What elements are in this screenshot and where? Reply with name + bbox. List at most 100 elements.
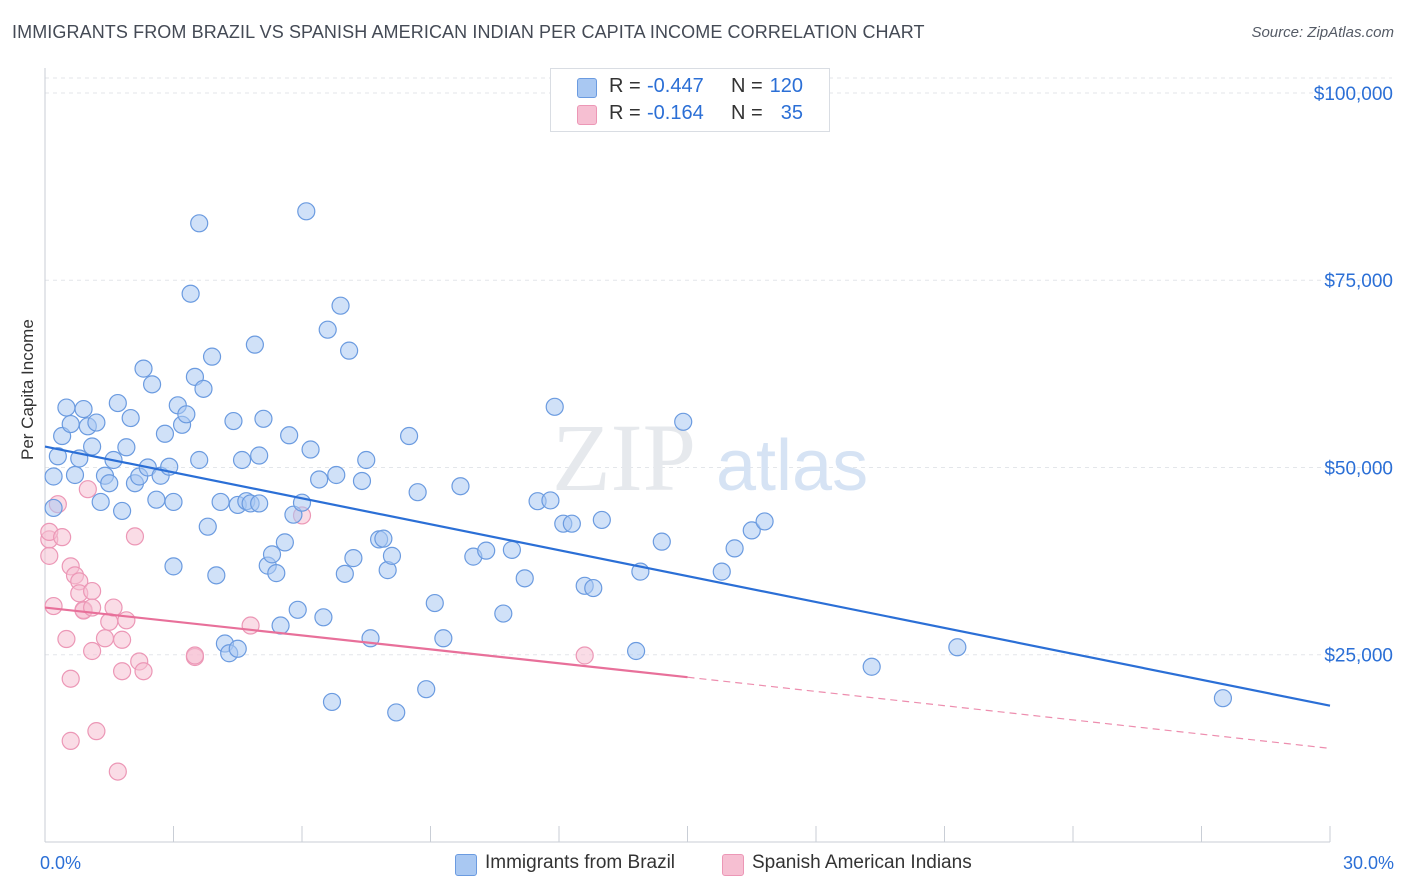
data-point-immigrants-from-brazil: [228, 639, 247, 658]
data-point-spanish-american-indians: [83, 581, 102, 601]
legend-row-spanish-american-indians: R = -0.164 N = 35: [551, 102, 829, 128]
data-point-immigrants-from-brazil: [712, 562, 731, 581]
legend-swatch-spanish-american-indians: [577, 105, 597, 125]
r-value: -0.447: [647, 75, 704, 97]
data-point-spanish-american-indians: [95, 629, 115, 648]
data-point-immigrants-from-brazil: [48, 447, 67, 466]
legend-swatch-spanish-american-indians: [722, 854, 744, 876]
legend-swatch-brazil: [577, 78, 597, 98]
data-point-immigrants-from-brazil: [948, 638, 967, 657]
x-tick-min: 0.0%: [40, 853, 82, 873]
data-point-immigrants-from-brazil: [494, 604, 513, 623]
watermark-atlas: atlas: [716, 426, 868, 506]
data-point-immigrants-from-brazil: [318, 320, 337, 339]
source-label: Source: ZipAtlas.com: [1251, 24, 1394, 41]
data-point-immigrants-from-brazil: [164, 557, 183, 576]
data-point-spanish-american-indians: [108, 762, 127, 781]
data-point-immigrants-from-brazil: [327, 465, 346, 485]
data-point-immigrants-from-brazil: [87, 413, 106, 432]
data-point-immigrants-from-brazil: [61, 414, 80, 434]
data-point-spanish-american-indians: [185, 646, 205, 665]
n-label: N =: [731, 102, 763, 124]
data-point-spanish-american-indians: [575, 646, 594, 665]
data-point-immigrants-from-brazil: [121, 408, 140, 428]
trend-line-extension-spanish-american-indians: [687, 676, 1331, 749]
data-point-immigrants-from-brazil: [425, 593, 444, 613]
data-point-immigrants-from-brazil: [340, 341, 359, 360]
data-point-immigrants-from-brazil: [725, 539, 744, 558]
data-point-immigrants-from-brazil: [164, 492, 183, 512]
data-point-immigrants-from-brazil: [288, 600, 307, 619]
data-point-immigrants-from-brazil: [112, 501, 132, 521]
data-point-immigrants-from-brazil: [44, 498, 63, 518]
data-point-immigrants-from-brazil: [352, 471, 372, 491]
data-point-spanish-american-indians: [117, 611, 136, 630]
trend-lines: [44, 445, 1331, 749]
data-point-immigrants-from-brazil: [190, 450, 209, 470]
y-axis-label: Per Capita Income: [18, 319, 37, 460]
x-tick-max: 30.0%: [1342, 853, 1394, 873]
series-legend: Immigrants from Brazil Spanish American …: [0, 852, 1406, 878]
data-point-immigrants-from-brazil: [626, 641, 646, 661]
data-point-immigrants-from-brazil: [374, 529, 393, 548]
data-point-spanish-american-indians: [61, 731, 80, 750]
data-point-immigrants-from-brazil: [742, 521, 761, 540]
data-point-immigrants-from-brazil: [335, 564, 354, 583]
data-point-immigrants-from-brazil: [142, 375, 162, 394]
y-tick-labels: $25,000 $50,000 $75,000 $100,000: [1314, 84, 1393, 667]
data-point-immigrants-from-brazil: [65, 465, 85, 485]
data-point-spanish-american-indians: [61, 669, 80, 688]
data-point-immigrants-from-brazil: [382, 546, 402, 565]
series-spanish-american-indians: [40, 480, 594, 781]
data-point-immigrants-from-brazil: [83, 437, 102, 456]
data-point-immigrants-from-brazil: [562, 514, 581, 533]
data-point-immigrants-from-brazil: [280, 426, 299, 445]
data-point-immigrants-from-brazil: [541, 491, 560, 510]
data-point-immigrants-from-brazil: [674, 412, 693, 431]
data-point-immigrants-from-brazil: [262, 545, 282, 564]
data-point-spanish-american-indians: [83, 641, 102, 661]
y-tick-label: $25,000: [1324, 646, 1393, 667]
data-point-spanish-american-indians: [78, 480, 97, 499]
data-point-immigrants-from-brazil: [417, 680, 436, 699]
data-point-immigrants-from-brazil: [477, 541, 496, 560]
data-point-immigrants-from-brazil: [267, 564, 286, 583]
data-point-immigrants-from-brazil: [434, 629, 453, 648]
n-value: 120: [769, 75, 803, 97]
y-tick-label: $100,000: [1314, 84, 1393, 105]
data-point-immigrants-from-brazil: [74, 399, 93, 419]
data-point-immigrants-from-brazil: [545, 397, 564, 416]
data-point-immigrants-from-brazil: [584, 578, 603, 598]
axes: [44, 68, 1331, 843]
data-point-spanish-american-indians: [112, 630, 132, 649]
data-point-immigrants-from-brazil: [314, 608, 333, 627]
legend-label: Immigrants from Brazil: [485, 852, 676, 873]
data-point-spanish-american-indians: [57, 629, 76, 649]
data-point-immigrants-from-brazil: [399, 426, 419, 446]
data-point-immigrants-from-brazil: [224, 411, 243, 431]
data-point-spanish-american-indians: [134, 662, 153, 681]
data-point-immigrants-from-brazil: [344, 549, 363, 568]
data-point-immigrants-from-brazil: [155, 424, 175, 443]
data-point-spanish-american-indians: [44, 596, 63, 616]
data-point-spanish-american-indians: [53, 528, 72, 547]
trend-line-spanish-american-indians: [44, 606, 688, 679]
n-label: N =: [731, 75, 763, 97]
data-point-immigrants-from-brazil: [515, 569, 534, 588]
data-point-immigrants-from-brazil: [652, 532, 671, 551]
chart-title: IMMIGRANTS FROM BRAZIL VS SPANISH AMERIC…: [12, 22, 925, 42]
data-point-immigrants-from-brazil: [177, 405, 196, 424]
watermark-zip: ZIP: [552, 404, 696, 511]
y-tick-label: $50,000: [1324, 458, 1393, 479]
data-point-spanish-american-indians: [125, 527, 145, 546]
watermark: ZIP atlas: [552, 404, 868, 511]
r-label: R =: [609, 102, 641, 124]
data-point-spanish-american-indians: [112, 662, 132, 681]
data-point-immigrants-from-brazil: [387, 703, 406, 722]
data-point-spanish-american-indians: [40, 546, 59, 565]
data-point-immigrants-from-brazil: [275, 533, 294, 552]
r-value: -0.164: [647, 102, 704, 124]
data-point-immigrants-from-brazil: [592, 510, 611, 530]
data-point-immigrants-from-brazil: [254, 409, 273, 428]
data-point-immigrants-from-brazil: [194, 379, 213, 398]
